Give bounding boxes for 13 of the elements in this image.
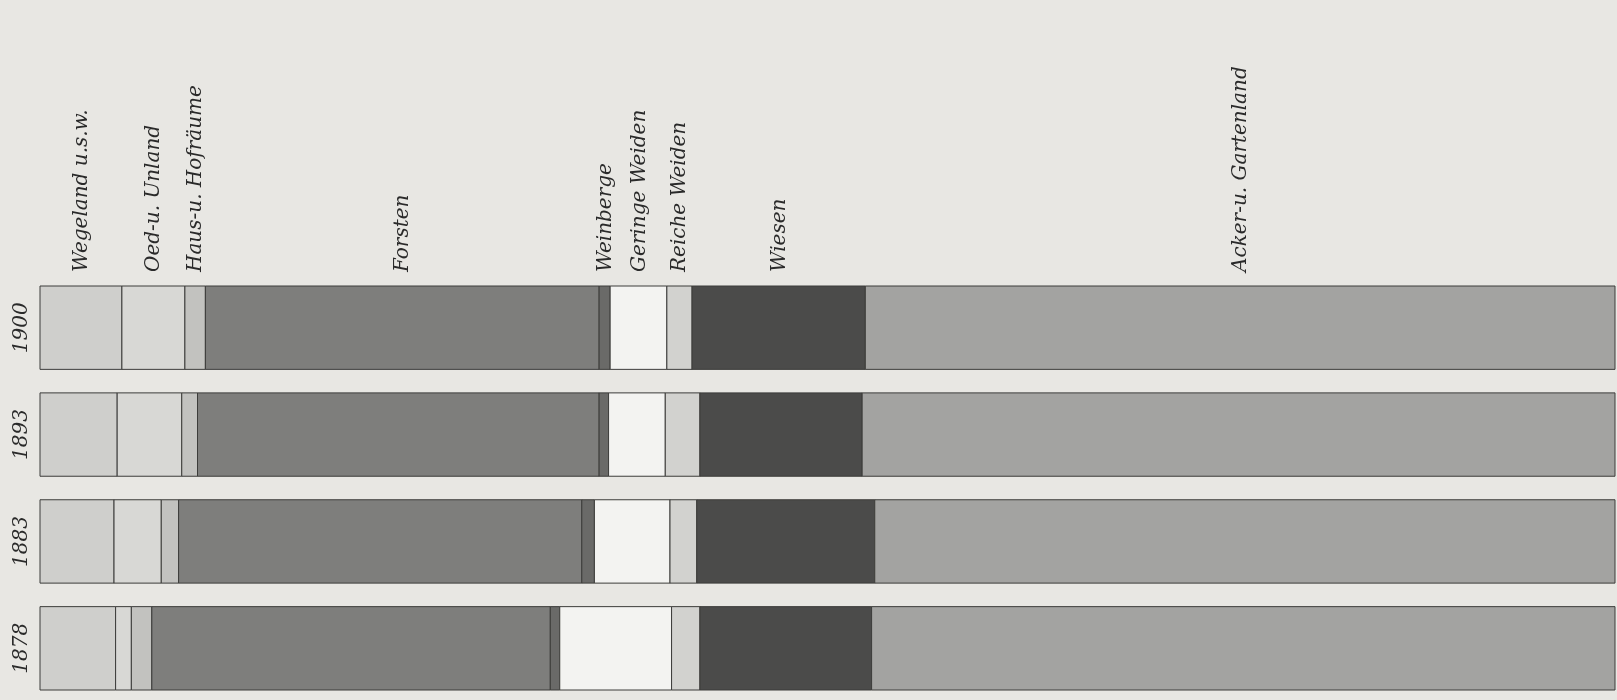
text: Acker-u. Gartenland	[1227, 66, 1252, 274]
text: Wegeland u.s.w.	[67, 109, 92, 272]
text: Haus-u. Hofräume	[182, 85, 207, 273]
y-tick-label: 1878	[7, 622, 32, 674]
text: Wiesen	[765, 198, 790, 272]
text: Oed-u. Unland	[140, 124, 165, 272]
text: Geringe Weiden	[625, 109, 650, 272]
text: Weinberge	[591, 163, 616, 272]
y-tick-label: 1893	[7, 409, 32, 461]
text: Reiche Weiden	[666, 121, 691, 273]
y-tick-label: 1900	[7, 301, 32, 354]
y-tick-label: 1883	[7, 515, 32, 567]
text: Forsten	[389, 194, 414, 273]
